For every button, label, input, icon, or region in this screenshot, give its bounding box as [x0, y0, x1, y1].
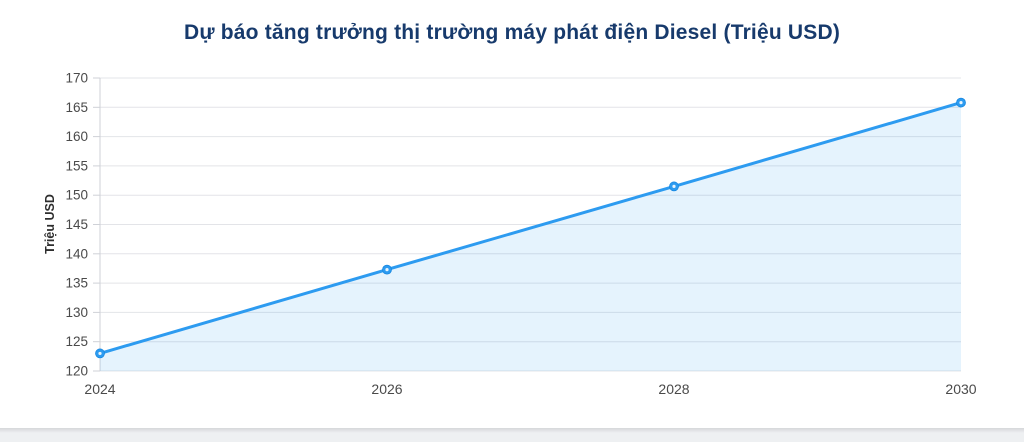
y-tick-label: 125 — [65, 334, 88, 349]
y-tick-label: 155 — [65, 158, 88, 173]
data-point-center — [385, 268, 389, 272]
series-area — [100, 102, 961, 371]
y-tick-label: 140 — [65, 246, 88, 261]
data-point-center — [959, 101, 963, 105]
bottom-band — [0, 428, 1024, 442]
series-line — [98, 101, 963, 355]
y-tick-label: 145 — [65, 217, 88, 232]
y-tick-label: 150 — [65, 188, 88, 203]
y-tick-label: 165 — [65, 100, 88, 115]
y-tick-label: 160 — [65, 129, 88, 144]
y-tick-label: 135 — [65, 276, 88, 291]
x-tick-label: 2028 — [658, 381, 689, 397]
x-tick-label: 2024 — [84, 381, 115, 397]
data-point-center — [672, 184, 676, 189]
y-tick-label: 120 — [65, 364, 88, 379]
line-chart: 120 125 130 135 140 145 150 155 160 165 170 2024 202… — [65, 71, 976, 398]
y-tick-label: 130 — [65, 305, 88, 320]
chart-title: Dự báo tăng trưởng thị trường máy phát đ… — [183, 21, 841, 44]
data-point-center — [98, 351, 102, 356]
y-tick-label: 170 — [65, 71, 88, 86]
x-tick-label: 2026 — [371, 381, 402, 397]
x-tick-label: 2030 — [945, 381, 976, 397]
